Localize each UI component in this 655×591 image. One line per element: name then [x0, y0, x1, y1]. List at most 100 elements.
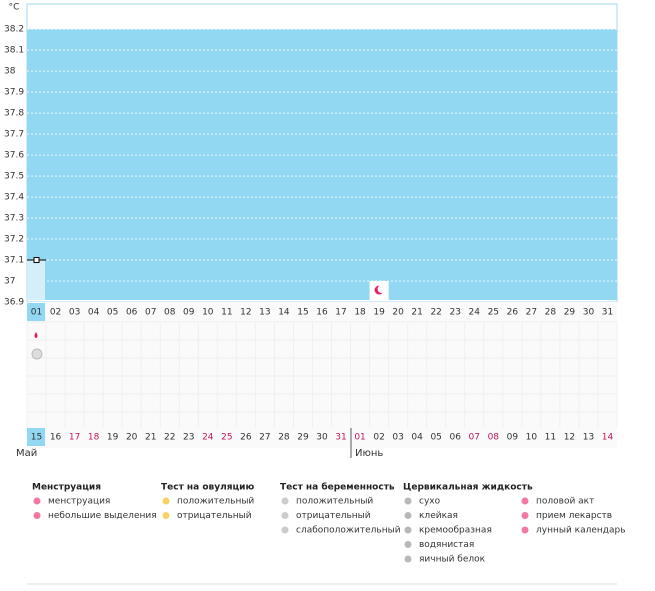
test-icon	[31, 348, 43, 360]
date-label: 20	[126, 433, 138, 443]
x-tick-label: 02	[50, 308, 61, 318]
date-label: 18	[88, 433, 100, 443]
date-highlight	[27, 428, 46, 446]
x-tick-label: 27	[526, 308, 537, 318]
y-tick-label: 38.1	[4, 46, 24, 56]
y-tick-label: 37.1	[4, 256, 24, 266]
x-tick-label: 25	[488, 308, 499, 318]
date-label: 06	[449, 433, 461, 443]
x-tick-label: 11	[221, 308, 232, 318]
x-tick-label: 16	[316, 308, 328, 318]
y-tick-label: 37.3	[4, 214, 24, 224]
legend-item: отрицательный	[177, 511, 252, 521]
value-column	[27, 260, 46, 300]
date-label: 05	[430, 433, 441, 443]
legend-title: Тест на беременность	[280, 482, 395, 493]
y-tick-label: 37.6	[4, 151, 24, 161]
date-label: 22	[164, 433, 175, 443]
date-label: 04	[411, 433, 423, 443]
legend-icon	[404, 512, 412, 519]
legend-title: Менструация	[32, 483, 101, 493]
legend-item: небольшие выделения	[48, 511, 157, 521]
legend-item: яичный белок	[419, 555, 486, 565]
month-label: Май	[16, 448, 37, 459]
date-label: 28	[278, 433, 290, 443]
y-tick-label: 37	[4, 277, 15, 287]
x-tick-label: 24	[469, 308, 481, 318]
y-tick-label: 37.5	[4, 172, 24, 182]
y-tick-label: 38.2	[4, 25, 24, 35]
y-tick-label: 36.9	[4, 298, 24, 308]
legend-item: половой акт	[536, 497, 594, 507]
x-tick-label: 04	[88, 308, 100, 318]
legend-icon	[162, 512, 170, 519]
x-tick-label: 10	[202, 308, 214, 318]
date-label: 08	[488, 433, 500, 443]
y-tick-label: 37.7	[4, 130, 24, 140]
date-label: 02	[373, 433, 384, 443]
legend-item: положительный	[296, 497, 373, 507]
x-tick-label: 07	[145, 308, 156, 318]
x-tick-label: 01	[31, 308, 42, 318]
x-tick-label: 22	[430, 308, 441, 318]
date-label: 23	[183, 433, 194, 443]
legend-item: отрицательный	[296, 511, 371, 521]
date-label: 29	[297, 433, 309, 443]
legend-item: прием лекарств	[536, 511, 612, 521]
x-tick-label: 14	[278, 308, 290, 318]
legend-icon	[521, 512, 529, 519]
x-tick-label: 03	[69, 308, 80, 318]
date-label: 12	[564, 433, 575, 443]
y-tick-label: 37.2	[4, 235, 24, 245]
date-label: 11	[545, 433, 556, 443]
x-tick-label: 23	[449, 308, 460, 318]
date-label: 25	[221, 433, 232, 443]
x-tick-label: 18	[354, 308, 366, 318]
y-unit: °C	[9, 3, 20, 13]
legend-item: клейкая	[419, 511, 458, 521]
x-tick-label: 26	[507, 308, 519, 318]
x-tick-label: 19	[373, 308, 385, 318]
legend-item: водянистая	[419, 540, 474, 550]
date-label: 27	[259, 433, 270, 443]
x-tick-label: 15	[297, 308, 308, 318]
date-label: 14	[602, 433, 614, 443]
legend-title: Тест на овуляцию	[161, 483, 254, 493]
date-label: 09	[507, 433, 519, 443]
legend-icon	[162, 497, 170, 505]
y-tick-label: 37.9	[4, 88, 24, 98]
legend-item: кремообразная	[419, 526, 492, 536]
legend-icon	[521, 497, 529, 505]
legend-title: Цервикальная жидкость	[403, 483, 533, 493]
x-tick-label: 30	[583, 308, 595, 318]
date-label: 07	[469, 433, 480, 443]
day-highlight	[27, 303, 46, 321]
legend-icon	[404, 526, 412, 534]
legend-icon	[281, 512, 289, 519]
date-label: 13	[583, 433, 594, 443]
x-tick-label: 05	[107, 308, 118, 318]
legend-icon	[33, 497, 41, 505]
date-label: 16	[50, 433, 62, 443]
legend-icon	[281, 526, 289, 534]
date-label: 17	[69, 433, 80, 443]
date-label: 31	[335, 433, 346, 443]
date-label: 26	[240, 433, 252, 443]
date-label: 24	[202, 433, 214, 443]
x-tick-label: 29	[564, 308, 576, 318]
month-label: Июнь	[355, 448, 383, 459]
date-label: 01	[354, 433, 365, 443]
date-label: 10	[526, 433, 538, 443]
moon-cut	[377, 285, 386, 293]
legend-icon	[404, 555, 412, 563]
legend-icon	[33, 512, 41, 519]
x-tick-label: 09	[183, 308, 195, 318]
x-tick-label: 06	[126, 308, 138, 318]
date-label: 03	[392, 433, 403, 443]
y-tick-label: 37.8	[4, 109, 24, 119]
y-tick-label: 37.4	[4, 193, 24, 203]
x-tick-label: 12	[240, 308, 251, 318]
legend-icon	[404, 541, 412, 548]
events-grid	[27, 302, 617, 448]
